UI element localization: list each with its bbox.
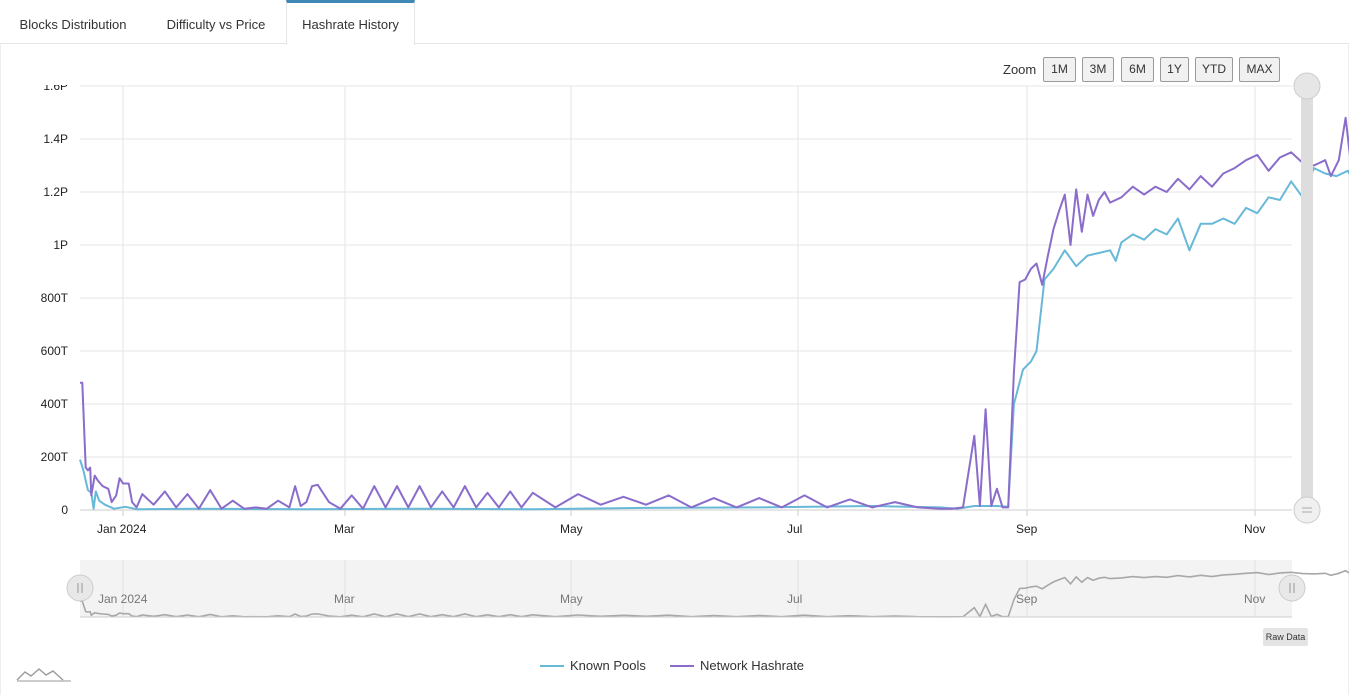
legend-label: Known Pools [570,658,646,673]
navigator-background [80,560,1292,617]
zoom-max-button[interactable]: MAX [1239,57,1280,82]
tab-blocks-distribution[interactable]: Blocks Distribution [19,17,127,32]
tab-hashrate-history[interactable]: Hashrate History [286,0,415,45]
y-axis-ticks: 0 200T 400T 600T 800T 1P 1.2P 1.4P 1.6P [41,79,69,517]
series-line-network-hashrate [80,116,1349,510]
mountain-logo-icon [16,668,71,682]
legend-item-network-hashrate[interactable]: Network Hashrate [670,658,804,673]
x-tick-label: Sep [1016,522,1038,536]
navigator-tick-label: Nov [1244,592,1265,606]
legend-item-known-pools[interactable]: Known Pools [540,658,646,673]
y-tick-label: 1.2P [43,185,68,199]
navigator-tick-label: Sep [1016,592,1038,606]
raw-data-button[interactable]: Raw Data [1263,628,1308,646]
y-tick-label: 0 [61,503,68,517]
zoom-1m-button[interactable]: 1M [1043,57,1076,82]
zoom-3m-button[interactable]: 3M [1082,57,1114,82]
y-scrollbar[interactable] [1293,72,1321,524]
y-tick-label: 1.4P [43,132,68,146]
x-tick-label: May [560,522,583,536]
navigator[interactable]: Jan 2024 Mar May Jul Sep Nov [66,560,1349,619]
navigator-tick-label: Jan 2024 [98,592,148,606]
y-tick-label: 400T [41,397,69,411]
legend-swatch [670,664,694,667]
navigator-tick-label: Jul [787,592,802,606]
scrollbar-handle-bottom[interactable] [1293,496,1321,524]
y-tick-label: 200T [41,450,69,464]
zoom-6m-button[interactable]: 6M [1121,57,1154,82]
navigator-handle-left[interactable] [66,574,94,602]
y-tick-label: 800T [41,291,69,305]
series-line-known-pools [79,167,1349,511]
x-tick-label: Jan 2024 [97,522,147,536]
series-lines [79,116,1349,511]
navigator-handle-right[interactable] [1278,574,1306,602]
grid-lines [80,85,1292,511]
zoom-label: Zoom [1003,62,1037,77]
legend-swatch [540,664,564,667]
zoom-ytd-button[interactable]: YTD [1195,57,1233,82]
scrollbar-track[interactable] [1301,86,1313,510]
tab-bar: Blocks Distribution Difficulty vs Price … [0,0,1349,45]
x-tick-label: Mar [334,522,355,536]
zoom-1y-button[interactable]: 1Y [1160,57,1189,82]
navigator-tick-label: May [560,592,583,606]
tab-difficulty-vs-price[interactable]: Difficulty vs Price [166,17,266,32]
y-tick-label: 600T [41,344,69,358]
scrollbar-handle-top[interactable] [1293,72,1321,100]
navigator-tick-label: Mar [334,592,355,606]
y-tick-label: 1.6P [43,79,68,93]
y-tick-label: 1P [53,238,68,252]
legend-label: Network Hashrate [700,658,805,673]
x-tick-label: Nov [1244,522,1265,536]
x-axis-ticks: Jan 2024 Mar May Jul Sep Nov [97,510,1265,536]
x-tick-label: Jul [787,522,802,536]
